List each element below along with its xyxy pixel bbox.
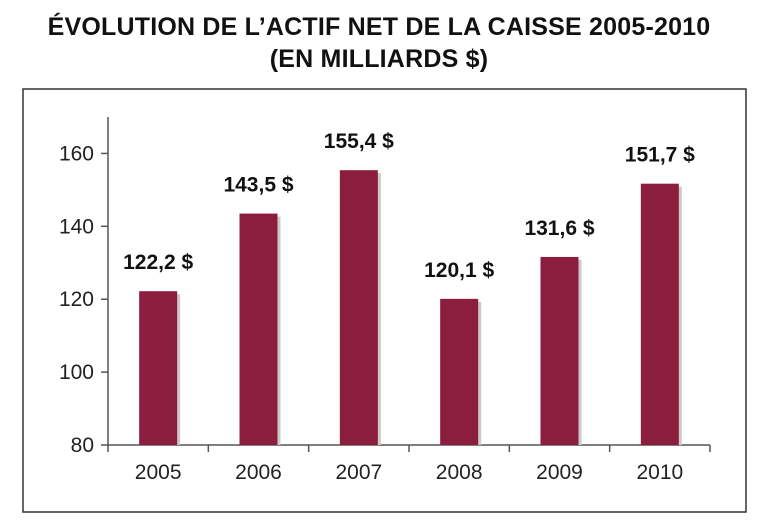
data-label-2010: 151,7 $: [625, 144, 695, 167]
data-label-2009: 131,6 $: [524, 217, 594, 240]
x-tick-label: 2006: [235, 461, 282, 484]
bars: [139, 170, 682, 445]
x-tick-label: 2007: [335, 461, 382, 484]
bar-2008: [440, 298, 479, 445]
data-label-2008: 120,1 $: [424, 259, 494, 282]
y-tick-label: 100: [59, 361, 94, 384]
data-label-2005: 122,2 $: [123, 251, 193, 274]
y-tick-label: 160: [59, 142, 94, 165]
y-tick-label: 120: [59, 288, 94, 311]
bar-2009: [540, 256, 579, 445]
x-tick-label: 2010: [636, 461, 683, 484]
chart-frame: [22, 88, 747, 513]
data-labels: 122,2 $ 143,5 $ 155,4 $ 120,1 $ 131,6 $ 151,7…: [123, 130, 695, 282]
chart-title-line-1: ÉVOLUTION DE L’ACTIF NET DE LA CAISSE 20…: [47, 13, 711, 41]
bar-2005: [139, 291, 178, 445]
chart-title-line-2: (EN MILLIARDS $): [269, 45, 489, 73]
data-label-2006: 143,5 $: [223, 174, 293, 197]
axes: 80 100 120 140 160 2005 2006 2007 2008 2009 2010: [59, 117, 711, 484]
bar-2006: [239, 213, 278, 445]
y-tick-label: 140: [59, 215, 94, 238]
bar-2007: [339, 170, 378, 445]
x-tick-label: 2005: [135, 461, 182, 484]
bar-2010: [640, 183, 679, 445]
x-tick-label: 2009: [536, 461, 583, 484]
data-label-2007: 155,4 $: [324, 130, 394, 153]
x-tick-label: 2008: [436, 461, 483, 484]
y-tick-label: 80: [71, 434, 94, 457]
